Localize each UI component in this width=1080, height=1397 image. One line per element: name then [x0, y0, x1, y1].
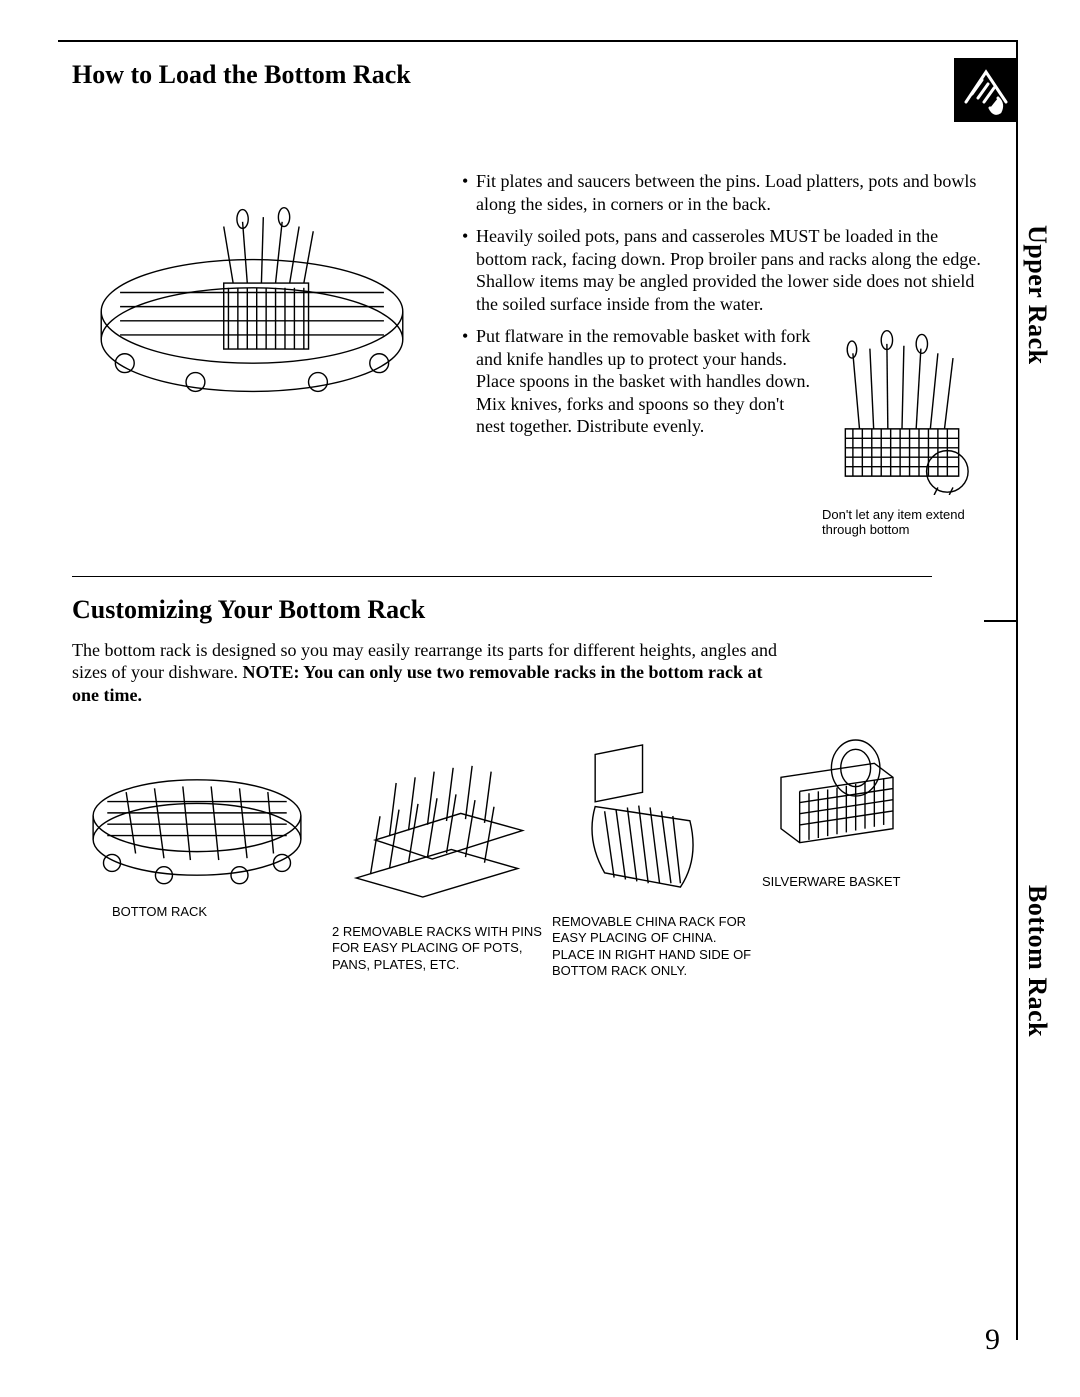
bullet-3: Put flatware in the removable basket wit… [462, 325, 982, 538]
parts-row: BOTTOM RACK [72, 726, 952, 979]
page-content: How to Load the Bottom Rack [72, 60, 982, 979]
section2-heading: Customizing Your Bottom Rack [72, 595, 982, 625]
china-rack-illustration: REMOVABLE CHINA RACK FOR EASY PLACING OF… [552, 726, 752, 979]
bottom-rack-loaded-illustration [72, 170, 432, 430]
bullet-2: Heavily soiled pots, pans and casseroles… [462, 225, 982, 315]
flatware-basket-illustration: Don't let any item extend through bottom [822, 325, 982, 538]
removable-racks-illustration: 2 REMOVABLE RACKS WITH PINS FOR EASY PLA… [332, 726, 542, 973]
section-divider [72, 576, 932, 577]
part2-caption: 2 REMOVABLE RACKS WITH PINS FOR EASY PLA… [332, 924, 542, 973]
bottom-rack-empty-illustration: BOTTOM RACK [72, 726, 322, 920]
side-tab-divider [984, 620, 1018, 622]
bullet-1: Fit plates and saucers between the pins.… [462, 170, 982, 215]
side-tab-upper-rack: Upper Rack [1018, 225, 1052, 365]
section1-body: Fit plates and saucers between the pins.… [72, 170, 982, 548]
page-number: 9 [985, 1323, 1000, 1357]
section1-heading: How to Load the Bottom Rack [72, 60, 982, 90]
part3-caption: REMOVABLE CHINA RACK FOR EASY PLACING OF… [552, 914, 752, 979]
section1-bullets: Fit plates and saucers between the pins.… [462, 170, 982, 548]
part4-caption: SILVERWARE BASKET [762, 874, 900, 890]
part1-caption: BOTTOM RACK [72, 904, 207, 920]
bullet-3-text: Put flatware in the removable basket wit… [476, 325, 812, 438]
flatware-caption: Don't let any item extend through bottom [822, 507, 982, 538]
section2-intro: The bottom rack is designed so you may e… [72, 639, 792, 707]
side-tab-bottom-rack: Bottom Rack [1018, 885, 1052, 1037]
silverware-basket-illustration: SILVERWARE BASKET [762, 726, 912, 890]
